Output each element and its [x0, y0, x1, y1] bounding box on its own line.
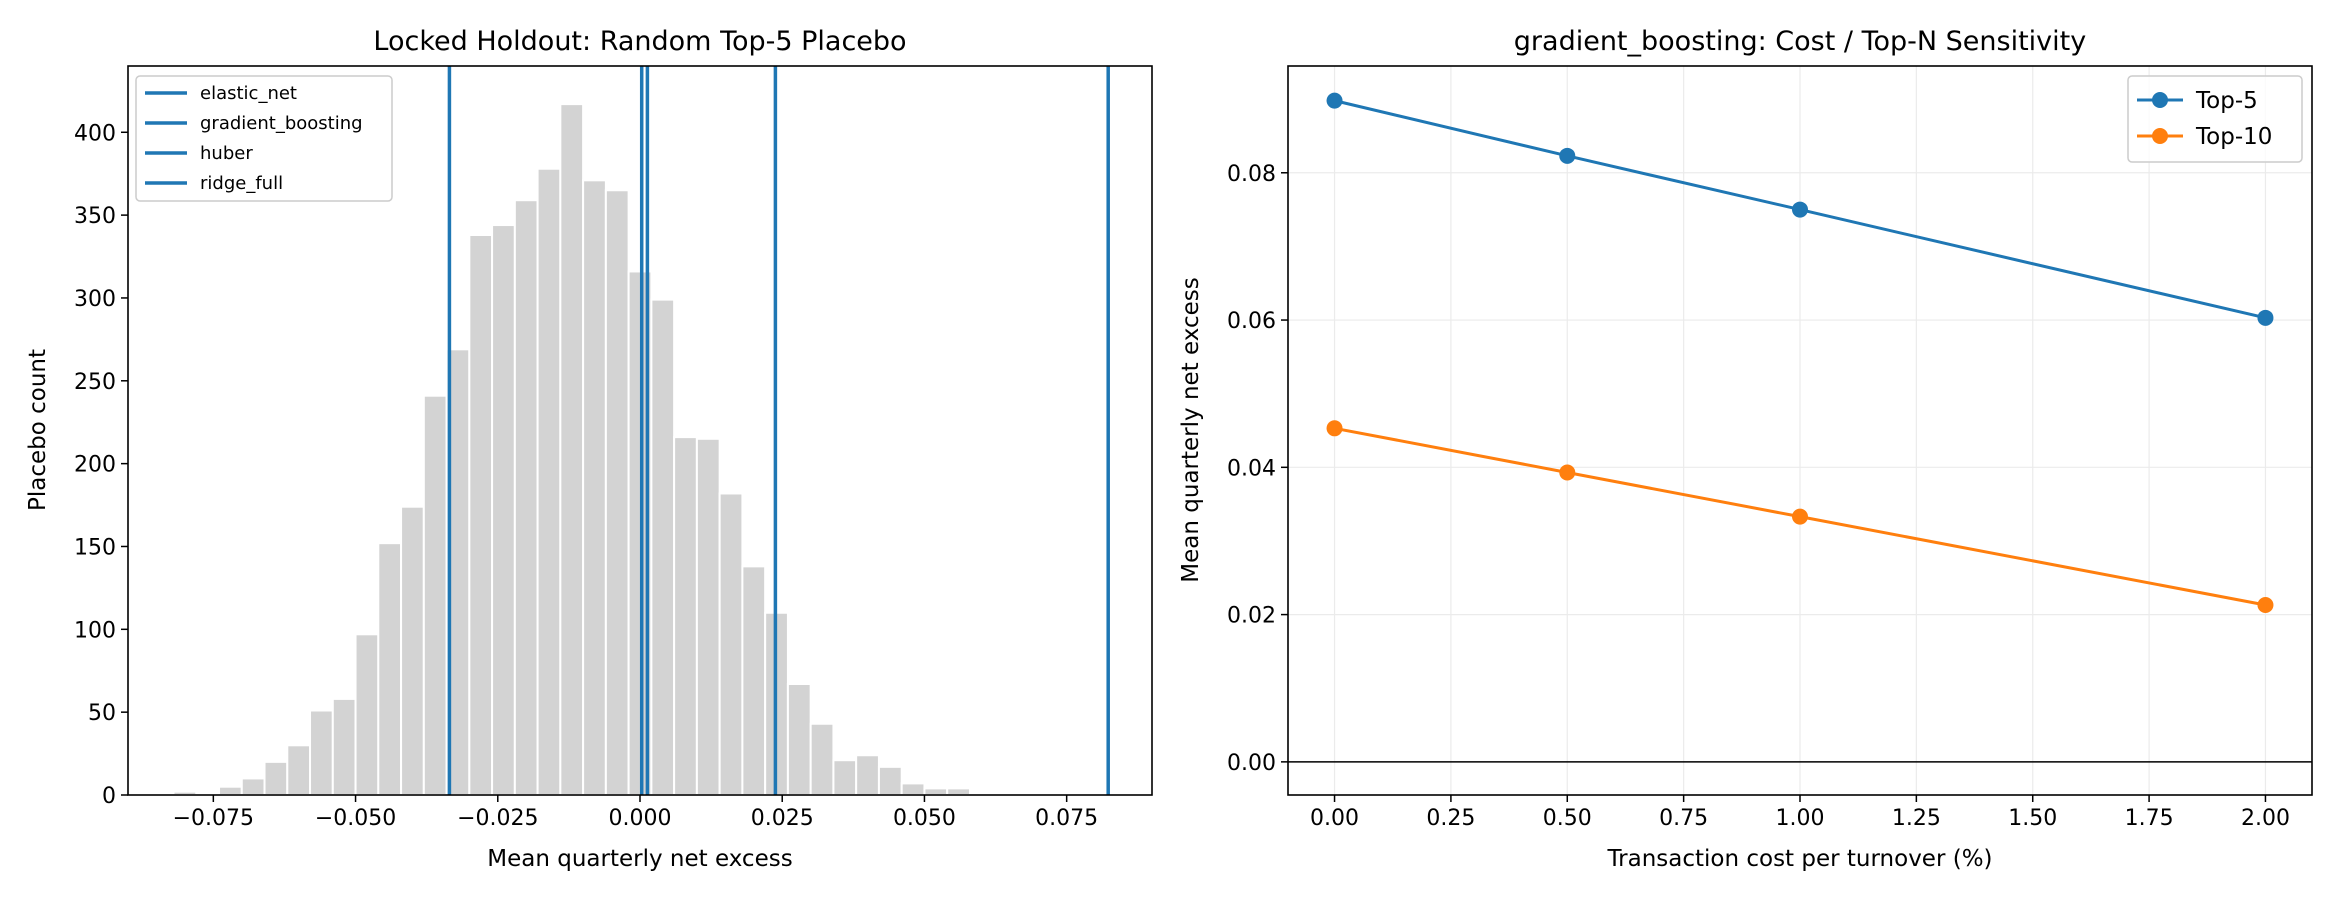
legend-label-top-5: Top-5	[2195, 88, 2258, 114]
y-tick-label: 50	[88, 701, 116, 726]
histogram-bar	[809, 722, 835, 797]
y-tick-label: 0.04	[1227, 456, 1276, 481]
sensitivity-grid	[1288, 66, 2312, 795]
histogram-x-axis-label: Mean quarterly net excess	[487, 846, 792, 872]
x-tick-label: 1.00	[1776, 806, 1825, 831]
y-tick-label: 0.08	[1227, 162, 1276, 187]
legend-label-top-10: Top-10	[2195, 124, 2272, 150]
y-tick-label: 0.06	[1227, 309, 1276, 334]
y-tick-label: 150	[74, 535, 116, 560]
histogram-panel: Locked Holdout: Random Top-5 Placebo −0.…	[25, 26, 1153, 872]
x-tick-label: 0.75	[1659, 806, 1708, 831]
histogram-y-axis-label: Placebo count	[25, 349, 51, 511]
legend-box	[2127, 75, 2303, 163]
histogram-legend: elastic_net gradient_boosting huber ridg…	[135, 75, 393, 202]
y-tick-label: 300	[74, 287, 116, 312]
x-tick-label: 0.025	[751, 806, 814, 831]
x-tick-label: 1.25	[1892, 806, 1941, 831]
legend-box	[135, 75, 393, 202]
series-point	[1326, 92, 1343, 109]
histogram-bar	[263, 760, 289, 797]
y-tick-label: 350	[74, 204, 116, 229]
histogram-bar	[286, 744, 312, 797]
legend-marker-top-10	[2152, 128, 2168, 144]
sensitivity-series	[1326, 92, 2274, 614]
histogram-bar	[582, 179, 607, 797]
x-tick-label: 0.075	[1035, 806, 1098, 831]
y-tick-label: 0.00	[1227, 751, 1276, 776]
x-tick-label: 1.75	[2125, 806, 2174, 831]
y-tick-label: 250	[74, 370, 116, 395]
histogram-bar	[786, 682, 812, 796]
series-point	[2257, 309, 2274, 326]
y-tick-label: 0	[102, 784, 116, 809]
histogram-bar	[946, 787, 971, 797]
x-tick-label: 0.000	[609, 806, 672, 831]
sensitivity-y-ticks: 0.00 0.02 0.04 0.06 0.08	[1227, 162, 1288, 776]
x-tick-label: 2.00	[2241, 806, 2290, 831]
x-tick-label: 0.00	[1310, 806, 1359, 831]
y-tick-label: 100	[74, 618, 116, 643]
histogram-y-ticks: 0 50 100 150 200 250 300 350 400	[74, 121, 128, 809]
x-tick-label: 0.25	[1426, 806, 1475, 831]
legend-label-huber: huber	[200, 143, 253, 164]
y-tick-label: 0.02	[1227, 604, 1276, 629]
legend-label-ridge-full: ridge_full	[200, 173, 283, 194]
histogram-bar	[877, 765, 903, 797]
legend-label-gradient-boosting: gradient_boosting	[200, 113, 363, 134]
histogram-bar	[650, 298, 676, 796]
histogram-bars	[172, 103, 971, 797]
histogram-bar	[422, 394, 448, 796]
histogram-bar	[923, 787, 949, 797]
x-tick-label: 1.50	[2008, 806, 2057, 831]
histogram-bar	[400, 505, 425, 796]
series-point	[1559, 147, 1576, 164]
legend-label-elastic-net: elastic_net	[200, 83, 297, 104]
histogram-bar	[331, 697, 357, 796]
histogram-bar	[604, 189, 630, 797]
histogram-bar	[832, 759, 858, 797]
histogram-bar	[354, 633, 380, 796]
histogram-title: Locked Holdout: Random Top-5 Placebo	[373, 26, 906, 57]
histogram-bar	[468, 233, 494, 796]
x-tick-label: −0.050	[315, 806, 396, 831]
series-point	[2257, 597, 2274, 614]
histogram-bar	[855, 754, 880, 797]
histogram-bar	[309, 709, 334, 796]
series-point	[1326, 420, 1343, 437]
x-tick-label: 0.50	[1543, 806, 1592, 831]
histogram-bar	[491, 224, 516, 796]
sensitivity-legend: Top-5 Top-10	[2127, 75, 2303, 163]
sensitivity-x-axis-label: Transaction cost per turnover (%)	[1606, 846, 1992, 872]
sensitivity-x-ticks: 0.00 0.25 0.50 0.75 1.00 1.25 1.50 1.75 2.00	[1310, 795, 2290, 831]
histogram-bar	[673, 436, 698, 796]
histogram-bar	[559, 103, 585, 797]
x-tick-label: −0.075	[173, 806, 254, 831]
y-tick-label: 400	[74, 121, 116, 146]
series-point	[1792, 508, 1808, 525]
x-tick-label: −0.025	[457, 806, 538, 831]
histogram-bar	[695, 437, 721, 796]
series-line	[1334, 99, 2266, 320]
x-tick-label: 0.050	[893, 806, 956, 831]
histogram-bar	[377, 542, 403, 796]
series-line	[1334, 426, 2266, 607]
series-point	[1792, 201, 1808, 218]
histogram-bar	[900, 782, 926, 797]
histogram-bar	[718, 492, 744, 796]
histogram-bar	[741, 565, 767, 796]
histogram-bar	[513, 199, 539, 796]
sensitivity-title: gradient_boosting: Cost / Top-N Sensitiv…	[1514, 26, 2086, 57]
y-tick-label: 200	[74, 453, 116, 478]
histogram-bar	[240, 777, 266, 797]
sensitivity-panel: gradient_boosting: Cost / Top-N Sensitiv…	[1178, 26, 2313, 872]
model-vlines	[447, 66, 1110, 795]
sensitivity-y-axis-label: Mean quarterly net excess	[1178, 277, 1204, 582]
legend-marker-top-5	[2152, 92, 2168, 108]
histogram-bar	[536, 167, 562, 797]
histogram-bar	[218, 785, 243, 796]
series-point	[1559, 464, 1576, 481]
histogram-x-ticks: −0.075 −0.050 −0.025 0.000 0.025 0.050 0.075	[173, 795, 1098, 831]
